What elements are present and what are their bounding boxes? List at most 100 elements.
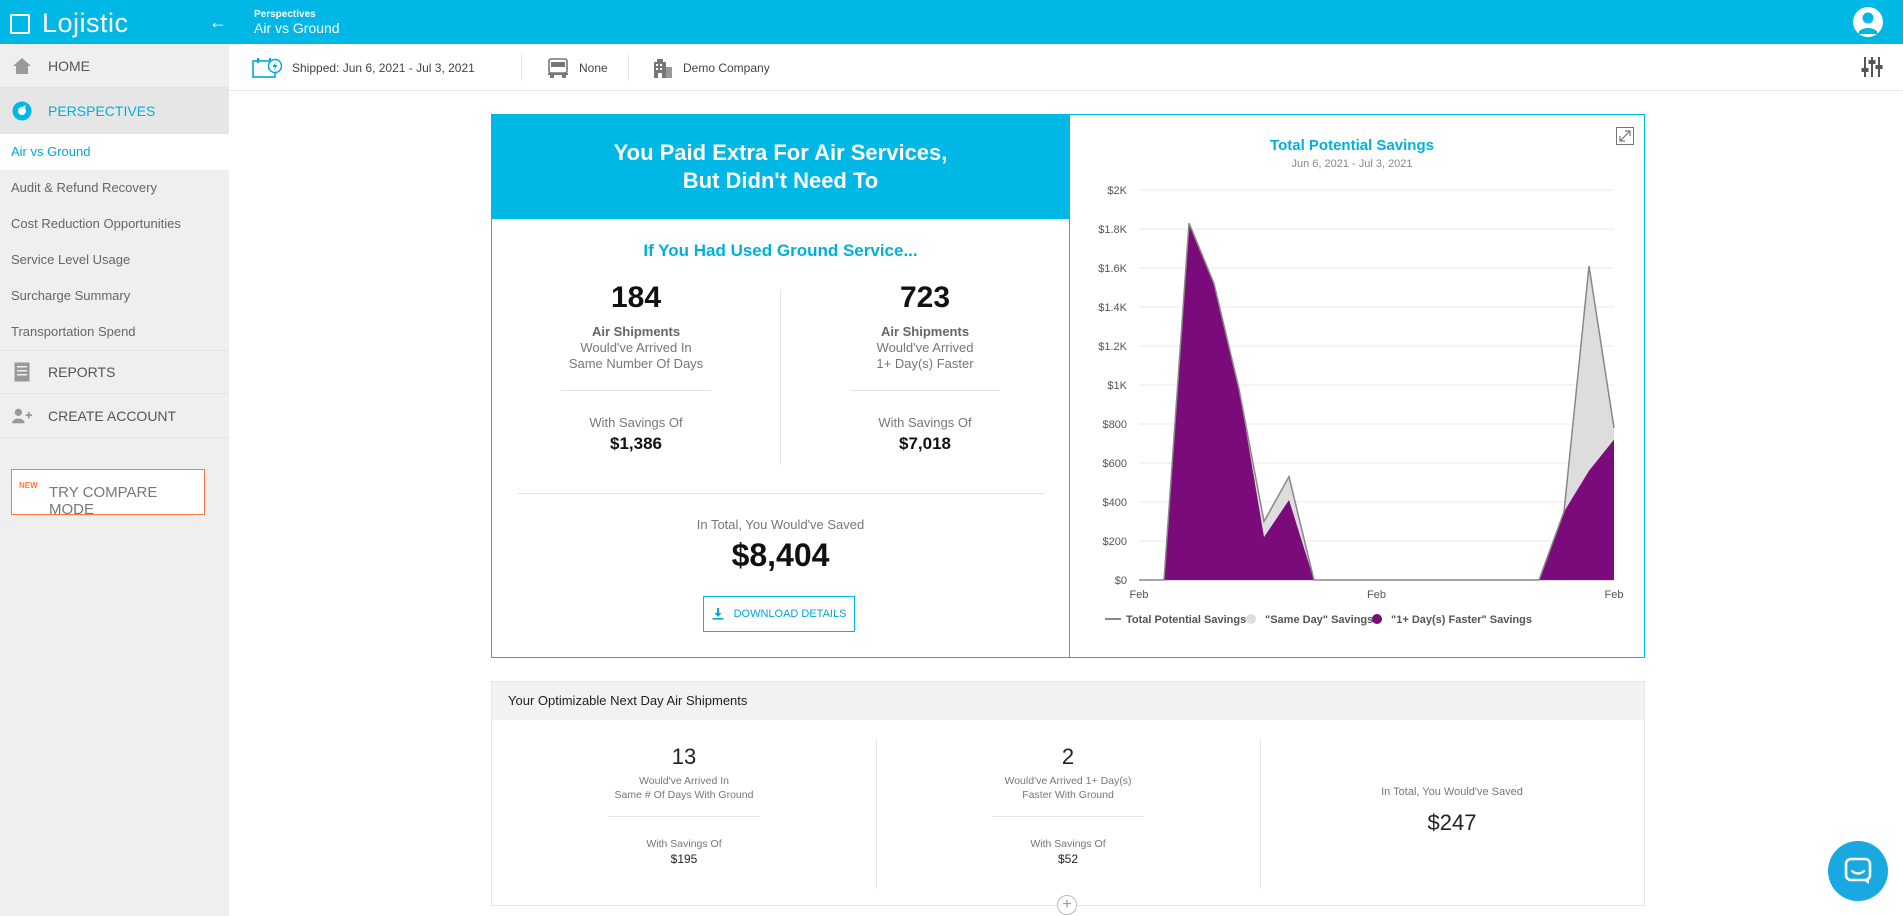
carrier-filter[interactable]: None <box>547 44 608 91</box>
nav-create-account-label: CREATE ACCOUNT <box>48 407 177 424</box>
savings-chart: Total Potential Savings Jun 6, 2021 - Ju… <box>1098 137 1624 626</box>
logo[interactable]: Lojistic <box>10 8 129 39</box>
y-tick-label: $400 <box>1103 497 1127 509</box>
home-icon <box>12 56 32 76</box>
filter-divider <box>521 54 522 81</box>
carrier-filter-label: None <box>579 60 608 75</box>
nav-perspectives[interactable]: PERSPECTIVES <box>0 88 229 134</box>
company-filter[interactable]: Demo Company <box>653 44 770 91</box>
sidebar-item-cost-reduction[interactable]: Cost Reduction Opportunities <box>11 216 181 231</box>
y-tick-label: $1.2K <box>1098 341 1127 353</box>
sidebar: HOME PERSPECTIVES Air vs Ground Audit & … <box>0 44 229 916</box>
opt-same-days-stat: 13 Would've Arrived In Same # Of Days Wi… <box>492 744 876 867</box>
breadcrumb: Perspectives Air vs Ground <box>254 9 340 36</box>
legend-marker-faster <box>1372 614 1382 624</box>
nav-reports[interactable]: REPORTS <box>0 350 229 394</box>
opt-faster-stat: 2 Would've Arrived 1+ Day(s) Faster With… <box>876 744 1260 867</box>
total-savings-line <box>1139 222 1615 581</box>
x-tick-label: Feb <box>1367 589 1386 601</box>
add-user-icon <box>12 406 32 426</box>
company-filter-label: Demo Company <box>683 60 770 75</box>
opt-same-days-savings: $195 <box>670 852 698 866</box>
expand-plus-icon[interactable]: + <box>1057 895 1077 915</box>
opt-faster-line-2: Faster With Ground <box>1022 789 1114 801</box>
nav-perspectives-label: PERSPECTIVES <box>48 102 156 119</box>
building-icon <box>653 58 673 78</box>
try-compare-mode-button[interactable]: NEW TRY COMPARE MODE <box>11 469 205 518</box>
legend-label: "1+ Day(s) Faster" Savings <box>1391 614 1532 626</box>
y-tick-label: $0 <box>1115 575 1127 587</box>
same-days-count: 184 <box>610 281 662 314</box>
nav-create-account[interactable]: CREATE ACCOUNT <box>0 394 229 438</box>
divider <box>992 816 1144 817</box>
legend-label: "Same Day" Savings <box>1265 614 1373 626</box>
divider <box>850 390 1000 391</box>
chart-panel: Total Potential Savings Jun 6, 2021 - Ju… <box>1069 115 1644 657</box>
summary-banner: You Paid Extra For Air Services, But Did… <box>492 115 1069 219</box>
chart-subtitle: Jun 6, 2021 - Jul 3, 2021 <box>1291 158 1412 170</box>
divider <box>517 493 1044 494</box>
chart-title: Total Potential Savings <box>1270 137 1434 154</box>
page-title: Air vs Ground <box>254 20 340 36</box>
legend-marker-same-day <box>1246 614 1256 624</box>
nav-home[interactable]: HOME <box>0 44 229 88</box>
y-tick-label: $1.8K <box>1098 224 1127 236</box>
same-days-line-1: Would've Arrived In <box>580 340 692 355</box>
column-divider <box>1260 739 1261 889</box>
x-tick-label: Feb <box>1605 589 1624 601</box>
y-tick-label: $2K <box>1107 185 1127 197</box>
opt-total-label: In Total, You Would've Saved <box>1381 786 1523 798</box>
same-days-title: Air Shipments <box>591 324 681 339</box>
y-tick-label: $1.4K <box>1098 302 1127 314</box>
same-days-savings-label: With Savings Of <box>589 415 683 430</box>
nav-home-label: HOME <box>48 57 90 74</box>
nav-reports-label: REPORTS <box>48 364 116 380</box>
divider <box>608 816 760 817</box>
legend-label: Total Potential Savings <box>1126 614 1246 626</box>
perspectives-icon <box>12 101 32 121</box>
column-divider <box>876 739 877 889</box>
download-icon <box>712 608 724 620</box>
collapse-sidebar-arrow-icon[interactable]: ← <box>209 12 227 32</box>
total-savings-label: In Total, You Would've Saved <box>696 517 865 532</box>
banner-line-2: But Didn't Need To <box>682 168 879 193</box>
opt-faster-savings-label: With Savings Of <box>1030 838 1106 850</box>
truck-icon <box>547 57 569 78</box>
chat-support-button[interactable] <box>1828 841 1888 901</box>
sidebar-item-transportation[interactable]: Transportation Spend <box>11 324 136 339</box>
summary-left-panel: You Paid Extra For Air Services, But Did… <box>492 115 1069 657</box>
sidebar-item-air-vs-ground[interactable]: Air vs Ground <box>0 134 229 170</box>
same-days-line-2: Same Number Of Days <box>568 356 704 371</box>
x-tick-label: Feb <box>1130 589 1149 601</box>
faster-line-1: Would've Arrived <box>876 340 974 355</box>
user-avatar-icon[interactable] <box>1853 7 1883 37</box>
opt-same-days-line-1: Would've Arrived In <box>639 775 729 787</box>
date-filter[interactable]: Shipped: Jun 6, 2021 - Jul 3, 2021 <box>252 44 475 91</box>
summary-card: You Paid Extra For Air Services, But Did… <box>491 114 1645 658</box>
filter-divider <box>628 54 629 81</box>
logo-icon <box>10 13 30 34</box>
column-divider <box>780 290 781 465</box>
date-filter-label: Shipped: Jun 6, 2021 - Jul 3, 2021 <box>292 60 475 75</box>
y-tick-label: $800 <box>1103 419 1127 431</box>
settings-sliders-icon[interactable] <box>1861 56 1883 81</box>
faster-title: Air Shipments <box>880 324 970 339</box>
sidebar-item-audit-refund[interactable]: Audit & Refund Recovery <box>11 180 157 195</box>
sidebar-item-surcharge[interactable]: Surcharge Summary <box>11 288 131 303</box>
new-badge: NEW <box>19 481 38 490</box>
download-details-button[interactable]: DOWNLOAD DETAILS <box>703 596 855 632</box>
expand-icon[interactable] <box>1616 127 1634 150</box>
opt-faster-count: 2 <box>1061 744 1075 769</box>
sidebar-item-service-level[interactable]: Service Level Usage <box>11 252 131 267</box>
calendar-bolt-icon <box>252 57 282 79</box>
optimizable-panel: Your Optimizable Next Day Air Shipments … <box>491 681 1645 906</box>
same-days-stat: 184 Air Shipments Would've Arrived In Sa… <box>492 280 780 454</box>
logo-text: Lojistic <box>42 8 129 38</box>
opt-same-days-line-2: Same # Of Days With Ground <box>614 789 754 801</box>
opt-same-days-count: 13 <box>671 744 697 769</box>
y-tick-label: $1.6K <box>1098 263 1127 275</box>
y-tick-label: $200 <box>1103 536 1127 548</box>
y-tick-label: $600 <box>1103 458 1127 470</box>
opt-total-value: $247 <box>1427 810 1477 835</box>
opt-faster-line-1: Would've Arrived 1+ Day(s) <box>1004 775 1132 787</box>
